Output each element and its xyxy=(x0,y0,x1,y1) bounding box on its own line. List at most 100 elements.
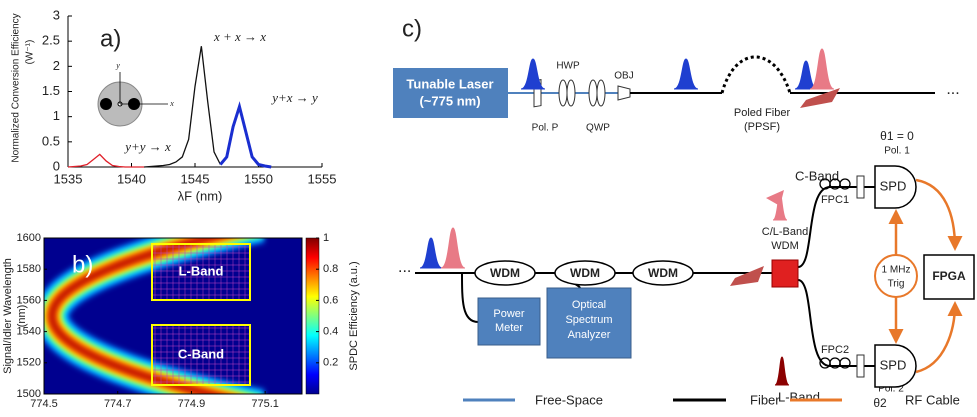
fpc1-label: FPC1 xyxy=(821,194,849,206)
wdm xyxy=(474,260,536,286)
obj-label: OBJ xyxy=(614,71,633,82)
y-tick-label: 1500 xyxy=(17,388,41,400)
colorbar-tick-label: 1 xyxy=(323,232,329,244)
wdm-label: WDM xyxy=(490,266,520,280)
pol1-label: Pol. 1 xyxy=(884,146,910,157)
wdm xyxy=(632,260,694,286)
poled-fiber xyxy=(720,55,792,94)
fpga-label: FPGA xyxy=(932,269,966,283)
fpc xyxy=(819,178,851,369)
fpga xyxy=(923,254,975,300)
y-axis-label: Signal/Idler Wavelength xyxy=(2,258,14,374)
fiber-label: Poled Fiber xyxy=(734,107,791,119)
setup-diagram: c) Tunable Laser (~775 nm) Pol. P HWP QW… xyxy=(393,15,975,410)
y-tick-label: 1580 xyxy=(17,263,41,275)
colorbar xyxy=(305,237,320,395)
pol2-label: Pol. 2 xyxy=(878,384,904,395)
power-meter-label: Meter xyxy=(495,322,523,334)
legend-label: Fiber xyxy=(750,392,780,407)
inset-core xyxy=(100,98,112,110)
x-axis-label: λF (nm) xyxy=(178,188,223,203)
legend-label: RF Cable xyxy=(905,392,960,407)
laser-label: (~775 nm) xyxy=(419,93,480,108)
osa-label: Optical xyxy=(572,299,606,311)
x-tick-label: 1550 xyxy=(244,171,273,186)
region xyxy=(151,324,251,386)
trig-label: Trig xyxy=(888,279,905,290)
prism xyxy=(730,266,764,286)
y-tick-label: 0.5 xyxy=(42,133,60,148)
fpc2-label: FPC2 xyxy=(821,344,849,356)
annotation: y xyxy=(115,61,120,70)
annotation: x xyxy=(169,99,174,108)
y-tick-label: 1540 xyxy=(17,326,41,338)
waveplate xyxy=(596,79,606,107)
y-tick-label: 1520 xyxy=(17,357,41,369)
prism xyxy=(766,190,784,206)
annotation: y+y → x xyxy=(123,139,171,154)
ellipsis: ... xyxy=(398,259,411,276)
x-tick-label: 1545 xyxy=(181,171,210,186)
laser-label: Tunable Laser xyxy=(406,76,493,91)
y-tick-label: 2.5 xyxy=(42,33,60,48)
ellipsis: ... xyxy=(946,81,959,98)
y-tick-label: 1 xyxy=(53,108,60,123)
region-label: L-Band xyxy=(179,263,224,278)
cl-wdm-label: C/L-Band xyxy=(762,226,808,238)
y-axis-label: (nm) xyxy=(16,305,28,328)
x-tick-label: 1535 xyxy=(54,171,83,186)
panel-label: a) xyxy=(100,25,121,52)
annotation: x + x → x xyxy=(213,29,266,44)
hwp-label: HWP xyxy=(556,61,580,72)
objective xyxy=(617,85,631,101)
colorbar-tick-label: 0.2 xyxy=(323,357,338,369)
trig-label: 1 MHz xyxy=(882,265,911,276)
fiber xyxy=(797,279,875,367)
rf-cable xyxy=(888,178,963,374)
osa-label: Analyzer xyxy=(568,329,611,341)
power-meter-label: Power xyxy=(493,308,525,320)
spd-label: SPD xyxy=(880,357,907,372)
y-tick-label: 1560 xyxy=(17,294,41,306)
colorbar-tick-label: 0.6 xyxy=(323,294,338,306)
charts: 0 0.5 1 1.5 2 2.5 3 1535 1540 1545 1550 1555 a) Norma… xyxy=(2,7,360,409)
fiber xyxy=(461,272,479,323)
y-tick-label: 2 xyxy=(53,58,60,73)
qwp-label: QWP xyxy=(586,123,610,134)
region xyxy=(151,243,251,301)
series-line xyxy=(144,46,221,168)
series-line xyxy=(219,101,272,169)
region-box xyxy=(151,324,251,386)
band xyxy=(49,238,220,394)
panel-label: b) xyxy=(72,251,93,278)
polarizer xyxy=(856,354,865,378)
waveplate xyxy=(566,79,576,107)
c-band-label: C-Band xyxy=(795,168,839,183)
spd xyxy=(874,344,917,388)
plot-frame xyxy=(43,237,303,395)
waveplate xyxy=(558,79,568,107)
y-tick-label: 1600 xyxy=(17,232,41,244)
wdm-label: WDM xyxy=(648,266,678,280)
cl-wdm-label: WDM xyxy=(771,240,799,252)
power-meter xyxy=(477,297,541,346)
pulse xyxy=(440,227,466,269)
colorbar-tick-label: 0.4 xyxy=(323,326,338,338)
legend-label: Free-Space xyxy=(535,392,603,407)
panel-label: c) xyxy=(402,15,422,42)
y-tick-label: 1.5 xyxy=(42,83,60,98)
y-axis-label: Normalized Conversion Efficiency xyxy=(11,13,22,162)
spd xyxy=(874,165,917,209)
region-box xyxy=(151,243,251,301)
fiber-label: (PPSF) xyxy=(744,121,780,133)
series-line xyxy=(67,153,145,168)
polarizer xyxy=(856,175,865,199)
pulse xyxy=(419,237,443,269)
wdm xyxy=(554,260,616,286)
cl-wdm xyxy=(771,259,799,288)
theta2-label: θ2 xyxy=(873,396,887,410)
waveplate xyxy=(588,79,598,107)
pulse xyxy=(774,356,790,386)
